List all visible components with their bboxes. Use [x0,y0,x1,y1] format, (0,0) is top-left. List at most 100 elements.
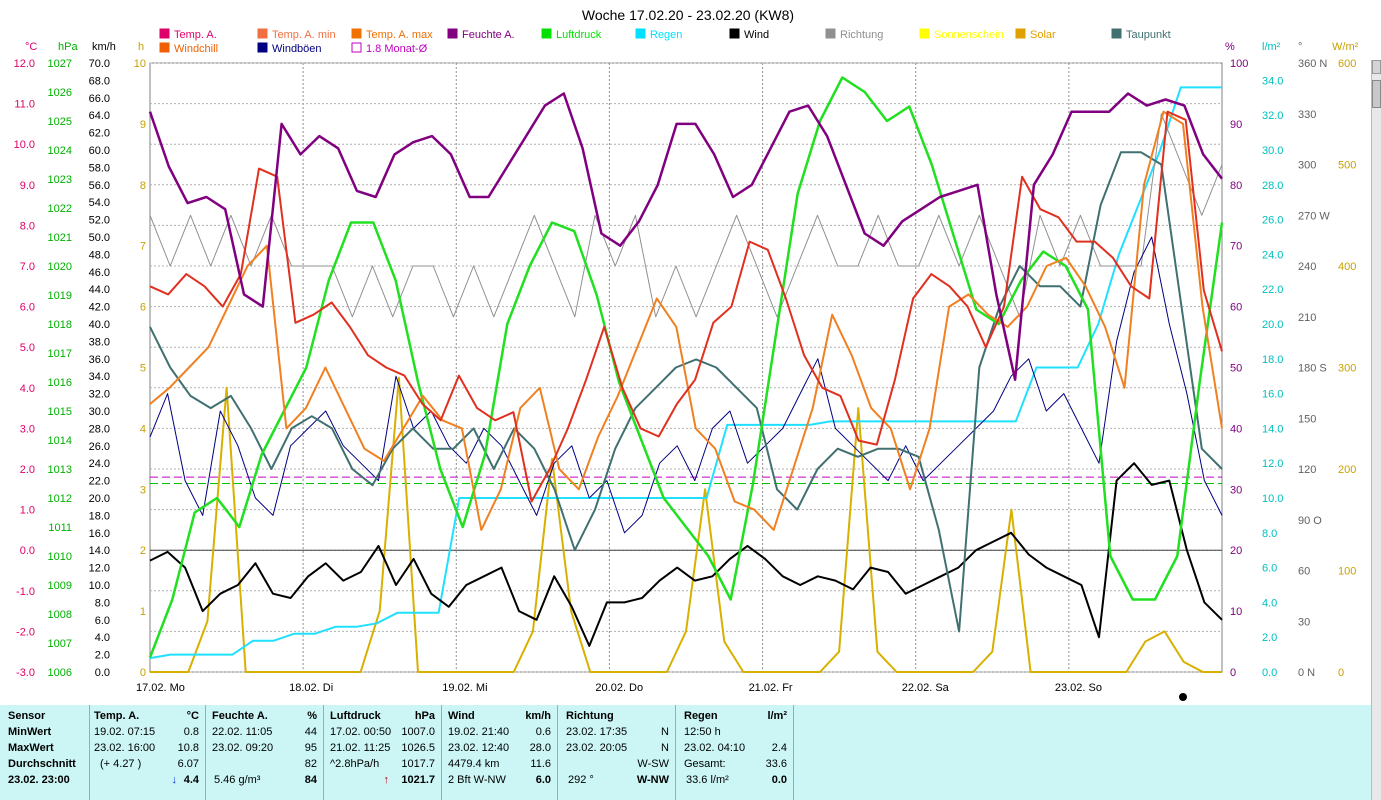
wind-tick-label: 38.0 [89,336,110,348]
rain-tick-label: 6.0 [1262,563,1277,575]
col-direction: Richtung 23.02. 17:35 N 23.02. 20:05 N W-S… [558,705,676,800]
solar-tick-label: 500 [1338,160,1356,172]
legend-label: Luftdruck [556,29,602,41]
temp-now: 4.4 [183,774,199,786]
pressure-tick-label: 1016 [48,377,72,389]
day-label: 18.02. Di [289,682,333,694]
solar-tick-label: 400 [1338,261,1356,273]
scroll-up-button[interactable] [1372,60,1381,74]
arrow-up-icon: ↑ [383,774,390,786]
temp-tick-label: 0.0 [20,545,35,557]
rain-tick-label: 16.0 [1262,389,1283,401]
wind-min: 0.6 [535,726,551,738]
solar-tick-label: 300 [1338,363,1356,375]
label-durchschnitt: Durchschnitt [8,758,76,770]
temp-tick-label: -1.0 [16,586,35,598]
pressure-tick-label: 1014 [48,435,72,447]
pressure-tick-label: 1008 [48,609,72,621]
legend-swatch [257,42,268,53]
direction-max: N [661,742,669,754]
temp-avg: 6.07 [177,758,199,770]
pressure-tick-label: 1021 [48,232,72,244]
wind-tick-label: 24.0 [89,458,110,470]
pressure-tick-label: 1025 [48,116,72,128]
humidity-max: 95 [304,742,317,754]
temp-avg-note: (+ 4.27 ) [100,758,142,770]
header-rain: Regen [684,710,718,722]
pressure-tick-label: 1015 [48,406,72,418]
rain-tick-label: 34.0 [1262,75,1283,87]
humidity-min: 44 [304,726,317,738]
direction-tick-label: 270 W [1298,210,1330,222]
temp-tick-label: 6.0 [20,302,35,314]
wind-tick-label: 58.0 [89,162,110,174]
humidity-abs: 5.46 g/m³ [214,774,261,786]
pressure-axis-label: hPa [58,41,78,53]
day-label: 23.02. So [1055,682,1102,694]
legend-swatch [351,28,362,39]
rain-tick-label: 22.0 [1262,284,1283,296]
sun-tick-label: 1 [140,606,146,618]
rain-tick-label: 8.0 [1262,528,1277,540]
temp-tick-label: 3.0 [20,423,35,435]
temp-max-time: 23.02. 16:00 [94,742,156,754]
rain-tick-label: 10.0 [1262,493,1283,505]
legend-label: Windchill [174,43,218,55]
humidity-avg: 82 [304,758,317,770]
pressure-tick-label: 1018 [48,319,72,331]
rain-tick-label: 4.0 [1262,597,1277,609]
direction-min: N [661,726,669,738]
sun-tick-label: 7 [140,241,146,253]
legend-swatch [541,28,552,39]
pressure-tick-label: 1020 [48,261,72,273]
pressure-tick-label: 1019 [48,290,72,302]
wind-tick-label: 64.0 [89,110,110,122]
wind-tick-label: 14.0 [89,545,110,557]
legend-swatch [447,28,458,39]
scroll-thumb[interactable] [1372,80,1381,108]
vertical-scrollbar[interactable] [1371,60,1381,800]
rain-max-time: 23.02. 04:10 [684,742,746,754]
pressure-tick-label: 1011 [48,522,72,534]
rain-tick-label: 0.0 [1262,667,1277,679]
rain-axis-label: l/m² [1262,41,1281,53]
col-sensor: Sensor MinWert MaxWert Durchschnitt 23.0… [0,705,90,800]
sun-tick-label: 0 [140,667,146,679]
legend-label: Temp. A. min [272,29,336,41]
wind-tick-label: 18.0 [89,510,110,522]
arrow-down-icon: ↓ [171,774,178,786]
wind-tick-label: 36.0 [89,354,110,366]
rain-tick-label: 2.0 [1262,632,1277,644]
legend-label: Windböen [272,43,322,55]
pressure-tick-label: 1024 [48,145,72,157]
sun-tick-label: 8 [140,180,146,192]
wind-tick-label: 22.0 [89,476,110,488]
sun-tick-label: 9 [140,119,146,131]
legend-label: 1.8 Monat-Ø [366,43,428,55]
direction-tick-label: 240 [1298,261,1316,273]
pressure-avg: 1017.7 [401,758,435,770]
wind-tick-label: 10.0 [89,580,110,592]
wind-tick-label: 52.0 [89,215,110,227]
legend-swatch [351,42,362,53]
humidity-axis-label: % [1225,41,1235,53]
direction-tick-label: 0 N [1298,667,1315,679]
col-pressure: Luftdruck hPa 17.02. 00:50 1007.0 21.02. 1… [324,705,442,800]
day-label: 22.02. Sa [902,682,950,694]
day-label: 20.02. Do [595,682,643,694]
wind-tick-label: 48.0 [89,249,110,261]
wind-tick-label: 4.0 [95,632,110,644]
wind-tick-label: 66.0 [89,93,110,105]
pressure-tick-label: 1007 [48,638,72,650]
temp-axis-label: °C [25,41,37,53]
wind-tick-label: 0.0 [95,667,110,679]
wind-tick-label: 50.0 [89,232,110,244]
wind-tick-label: 6.0 [95,615,110,627]
col-wind: Wind km/h 19.02. 21:40 0.6 23.02. 12:40 28.… [442,705,558,800]
sun-tick-label: 5 [140,363,146,375]
legend-label: Regen [650,29,682,41]
legend-label: Feuchte A. [462,29,515,41]
sun-tick-label: 6 [140,302,146,314]
wind-tick-label: 42.0 [89,302,110,314]
rain-period: 12:50 h [684,726,721,738]
